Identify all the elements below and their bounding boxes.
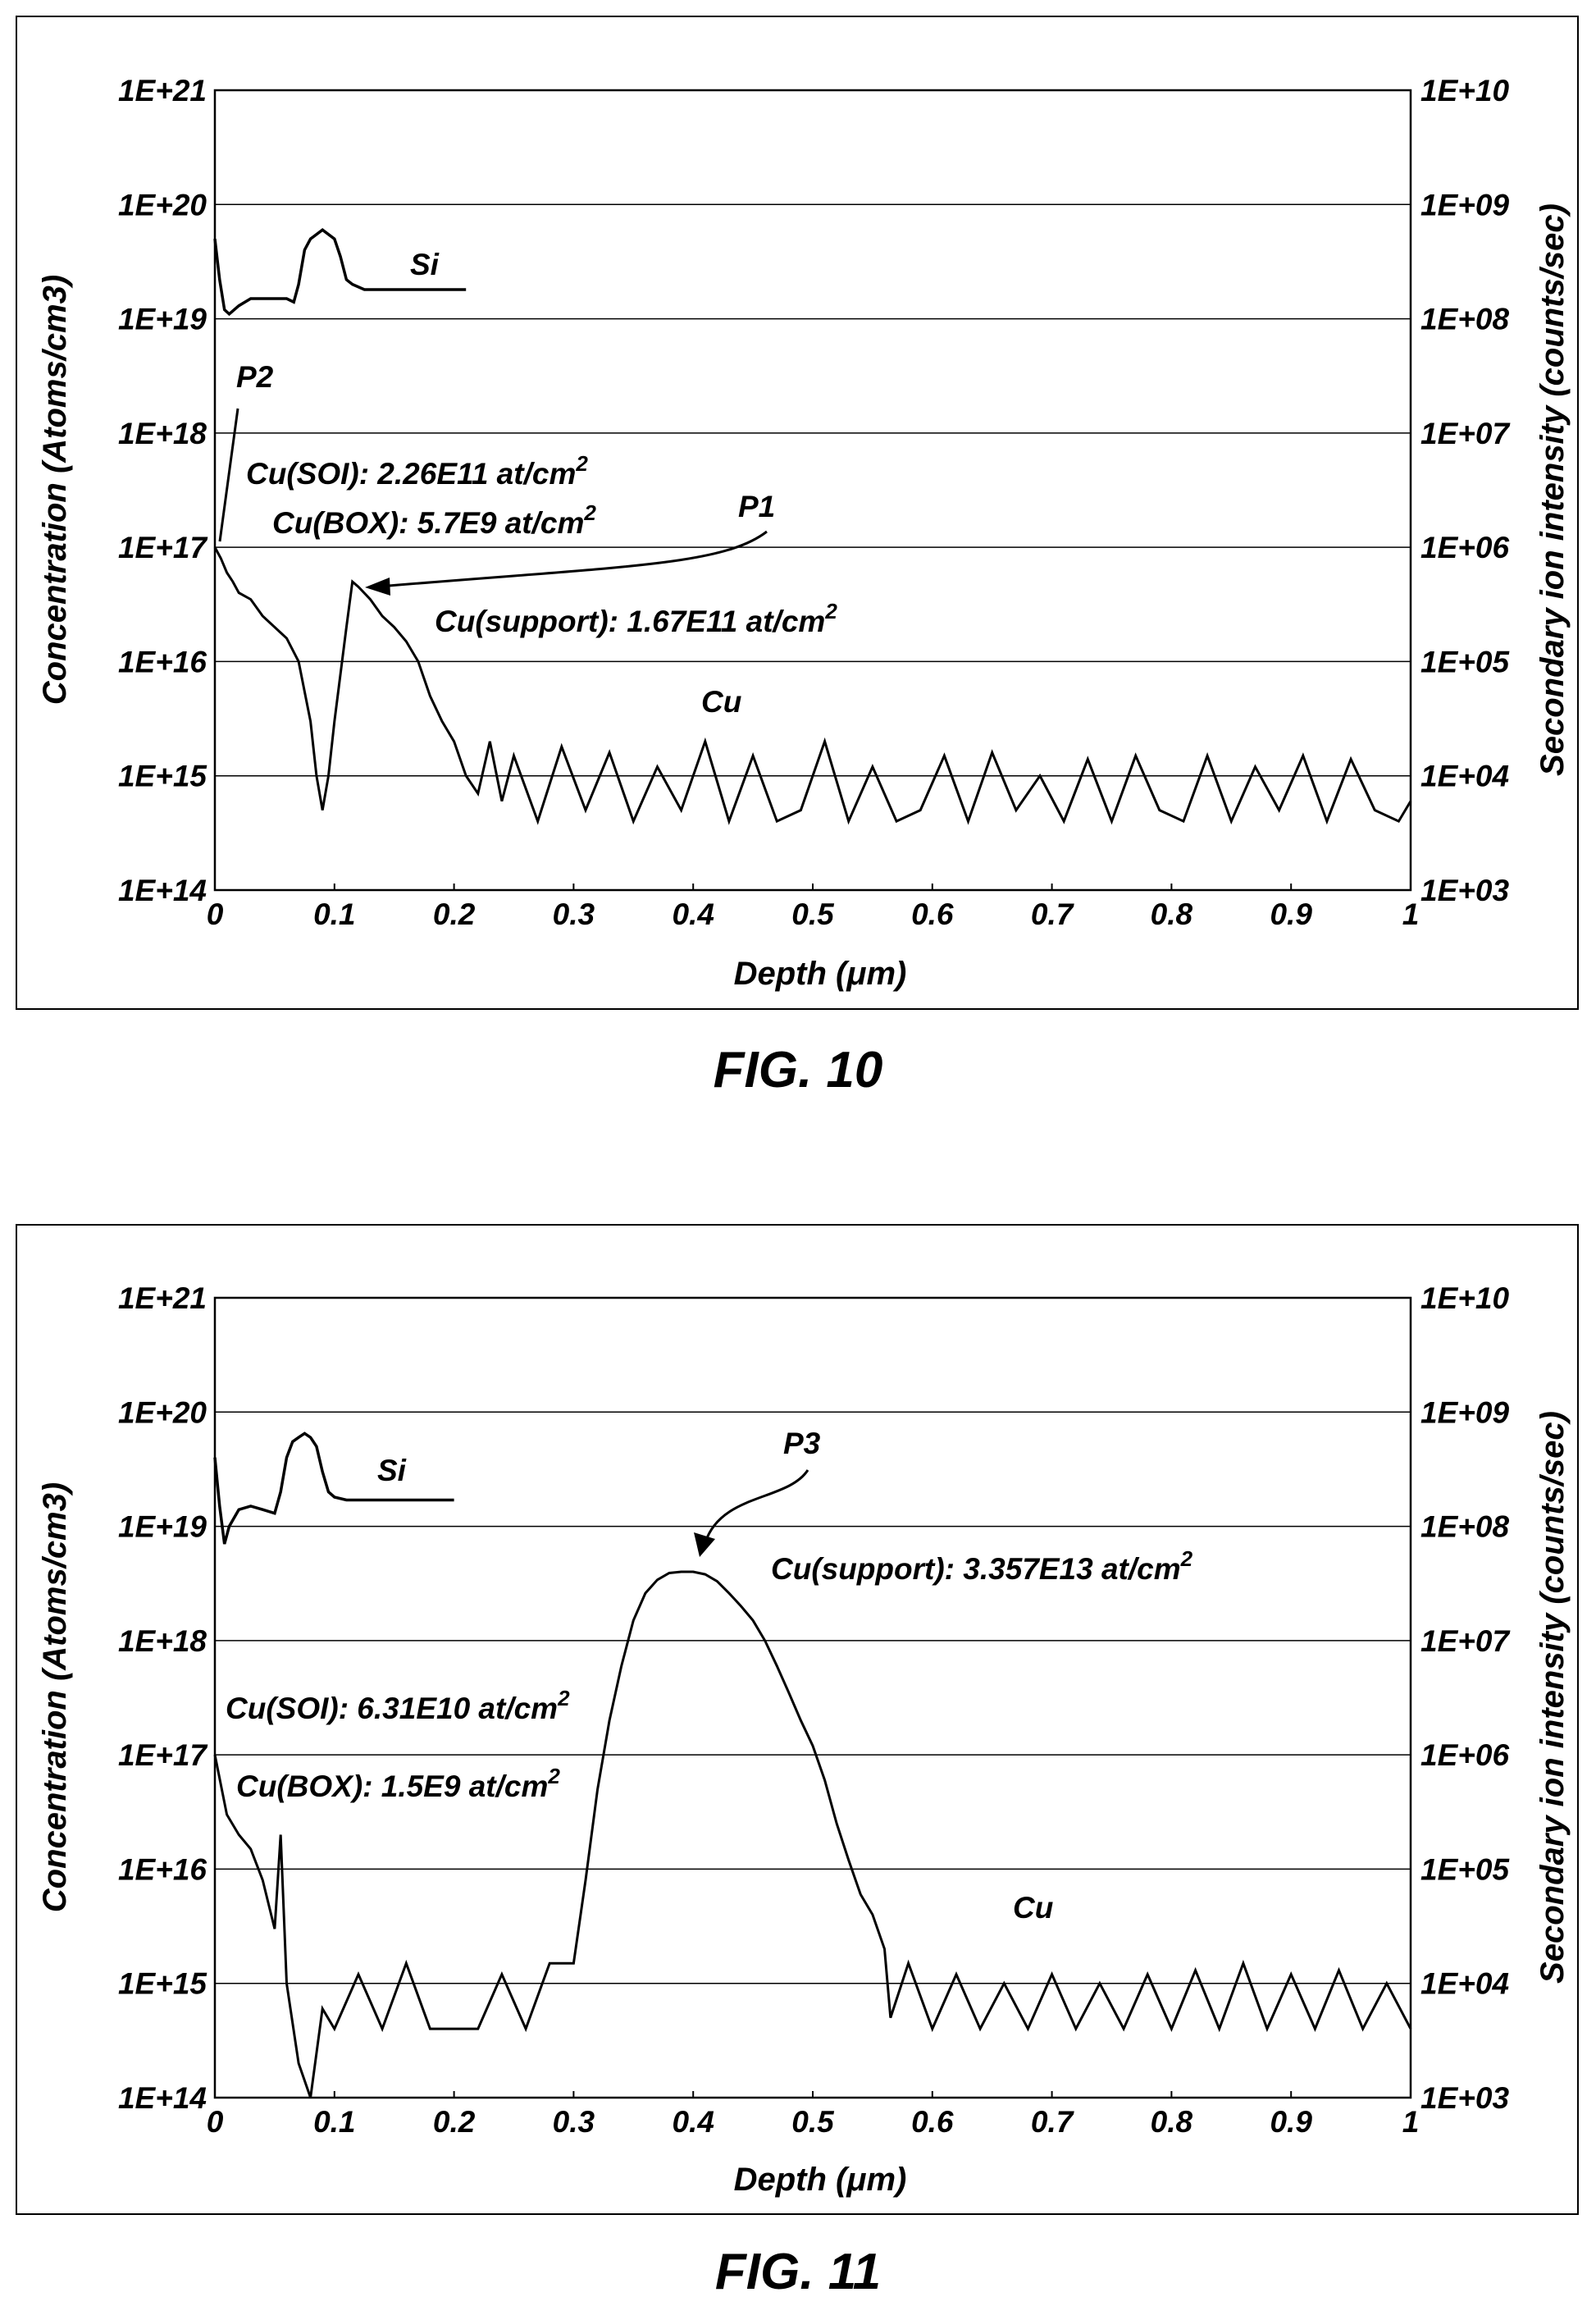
- figure-10-cu-box-annotation: Cu(BOX): 5.7E9 at/cm2: [272, 500, 596, 540]
- figure-11-x-tick-label: 0: [207, 2105, 224, 2139]
- figure-11-left-y-tick-label: 1E+14: [118, 2081, 207, 2115]
- figure-11-right-y-tick-label: 1E+04: [1420, 1967, 1509, 2001]
- figure-11-x-tick-label: 0.2: [433, 2105, 476, 2139]
- figure-11-left-y-tick-label: 1E+18: [118, 1624, 207, 1658]
- figure-10-p1-label: P1: [738, 490, 775, 523]
- figure-10-x-tick-label: 1: [1402, 897, 1420, 931]
- figure-10-left-y-axis-label: Concentration (Atoms/cm3): [37, 275, 73, 705]
- figure-11-x-tick-label: 0.3: [553, 2105, 595, 2139]
- figure-11-x-tick-label: 0.7: [1031, 2105, 1075, 2139]
- figure-11-right-y-tick-label: 1E+10: [1420, 1281, 1509, 1315]
- figure-10: 1E+14 1E+15 1E+16 1E+17 1E+18 1E+19 1E+20 1E+21…: [16, 16, 1579, 1098]
- figure-11-x-tick-label: 0.5: [791, 2105, 835, 2139]
- figure-11-p3-label: P3: [783, 1427, 821, 1460]
- figure-10-p1-arrowhead: [365, 578, 390, 596]
- figure-10-cu-support-annotation: Cu(support): 1.67E11 at/cm2: [435, 599, 837, 638]
- figure-10-left-y-tick-label: 1E+17: [118, 531, 208, 564]
- figure-11-cu-series-line: [213, 1570, 1412, 2098]
- figure-11-right-y-tick-label: 1E+07: [1420, 1624, 1511, 1658]
- figure-10-left-y-ticks: 1E+14 1E+15 1E+16 1E+17 1E+18 1E+19 1E+20 1E+21: [118, 74, 208, 907]
- figure-10-left-y-tick-label: 1E+16: [118, 645, 207, 678]
- figure-10-right-y-tick-label: 1E+09: [1420, 188, 1509, 221]
- figure-11-left-y-tick-label: 1E+17: [118, 1738, 208, 1772]
- figure-10-right-y-tick-label: 1E+06: [1420, 531, 1509, 564]
- figure-10-x-tick-label: 0.8: [1151, 897, 1193, 931]
- figure-11: 1E+14 1E+15 1E+16 1E+17 1E+18 1E+19 1E+20 1E+21…: [16, 1224, 1579, 2300]
- figure-11-si-series-line: [213, 1432, 454, 1545]
- figure-11-x-tick-label: 1: [1402, 2105, 1420, 2139]
- figure-11-x-tick-label: 0.1: [313, 2105, 355, 2139]
- figure-10-right-y-tick-label: 1E+10: [1420, 74, 1509, 107]
- figure-10-left-y-tick-label: 1E+21: [118, 74, 207, 107]
- figure-10-x-tick-label: 0.6: [911, 897, 954, 931]
- figure-10-left-y-tick-label: 1E+19: [118, 303, 207, 336]
- figure-11-left-y-tick-label: 1E+16: [118, 1852, 207, 1886]
- figure-11-right-y-axis-label: Secondary ion intensity (counts/sec): [1534, 1411, 1571, 1984]
- figure-11-caption: FIG. 11: [715, 2244, 881, 2300]
- figure-10-x-tick-label: 0.9: [1270, 897, 1312, 931]
- figure-11-right-y-tick-label: 1E+05: [1420, 1852, 1510, 1886]
- figure-11-right-y-ticks: 1E+03 1E+04 1E+05 1E+06 1E+07 1E+08 1E+09 1E+10: [1420, 1281, 1511, 2115]
- figure-10-right-y-tick-label: 1E+08: [1420, 303, 1509, 336]
- figure-11-x-tick-label: 0.8: [1151, 2105, 1193, 2139]
- figure-10-right-y-tick-label: 1E+03: [1420, 874, 1509, 907]
- figure-11-grid: [215, 1411, 1411, 1984]
- figure-11-x-axis-label: Depth (μm): [734, 2162, 907, 2198]
- figure-11-left-y-tick-label: 1E+15: [118, 1967, 207, 2001]
- figure-11-left-y-axis-label: Concentration (Atoms/cm3): [37, 1482, 73, 1913]
- figure-11-left-y-tick-label: 1E+20: [118, 1395, 207, 1429]
- figure-11-p3-arrow: [704, 1469, 809, 1543]
- figure-10-left-y-tick-label: 1E+14: [118, 874, 207, 907]
- figure-10-cu-soi-annotation: Cu(SOI): 2.26E11 at/cm2: [246, 451, 588, 491]
- figure-10-x-tick-label: 0.4: [672, 897, 714, 931]
- figure-10-p2-spike: [218, 408, 239, 542]
- figure-11-x-ticks: 0 0.1 0.2 0.3 0.4 0.5 0.6 0.7 0.8 0.9 1: [207, 2091, 1420, 2139]
- figure-11-x-tick-label: 0.4: [672, 2105, 714, 2139]
- figure-10-x-tick-label: 0.2: [433, 897, 476, 931]
- figure-10-right-y-tick-label: 1E+04: [1420, 760, 1509, 793]
- figure-11-cu-support-annotation: Cu(support): 3.357E13 at/cm2: [771, 1546, 1193, 1586]
- figure-10-x-tick-label: 0.5: [791, 897, 835, 931]
- figure-11-right-y-tick-label: 1E+06: [1420, 1738, 1509, 1772]
- figure-10-x-ticks: 0 0.1 0.2 0.3 0.4 0.5 0.6 0.7 0.8 0.9 1: [207, 884, 1420, 931]
- figure-10-x-axis-label: Depth (μm): [734, 956, 907, 992]
- figure-10-cu-series-line: [213, 546, 1412, 825]
- figure-11-x-tick-label: 0.6: [911, 2105, 954, 2139]
- figure-11-left-y-tick-label: 1E+21: [118, 1281, 207, 1315]
- figure-11-cu-box-annotation: Cu(BOX): 1.5E9 at/cm2: [236, 1764, 560, 1803]
- figure-10-grid: [215, 203, 1411, 777]
- figure-10-right-y-ticks: 1E+03 1E+04 1E+05 1E+06 1E+07 1E+08 1E+09 1E+10: [1420, 74, 1511, 907]
- figure-11-p3-arrowhead: [694, 1532, 715, 1557]
- figure-10-si-label: Si: [410, 248, 440, 281]
- figure-11-left-y-ticks: 1E+14 1E+15 1E+16 1E+17 1E+18 1E+19 1E+20 1E+21: [118, 1281, 208, 2115]
- figure-10-left-y-tick-label: 1E+18: [118, 417, 207, 450]
- figure-11-right-y-tick-label: 1E+08: [1420, 1510, 1509, 1544]
- figure-10-x-tick-label: 0: [207, 897, 224, 931]
- figure-10-cu-label: Cu: [701, 685, 741, 719]
- figure-11-right-y-tick-label: 1E+03: [1420, 2081, 1509, 2115]
- figure-10-p1-arrow: [378, 530, 768, 588]
- figure-10-frame: [16, 16, 1579, 1010]
- figure-10-caption: FIG. 10: [714, 1042, 883, 1098]
- figure-10-left-y-tick-label: 1E+15: [118, 760, 207, 793]
- figure-10-right-y-tick-label: 1E+07: [1420, 417, 1511, 450]
- figure-10-x-tick-label: 0.3: [553, 897, 595, 931]
- figure-10-right-y-tick-label: 1E+05: [1420, 645, 1510, 678]
- figure-11-cu-soi-annotation: Cu(SOI): 6.31E10 at/cm2: [226, 1686, 570, 1725]
- figure-11-frame: [16, 1224, 1579, 2215]
- figure-10-si-series-line: [213, 228, 467, 317]
- figure-10-left-y-tick-label: 1E+20: [118, 188, 207, 221]
- figure-10-x-tick-label: 0.1: [313, 897, 355, 931]
- figure-10-p2-label: P2: [236, 360, 274, 394]
- figure-11-cu-label: Cu: [1013, 1891, 1053, 1925]
- figure-11-x-tick-label: 0.9: [1270, 2105, 1312, 2139]
- figure-11-right-y-tick-label: 1E+09: [1420, 1395, 1509, 1429]
- figure-11-si-label: Si: [377, 1454, 407, 1487]
- figure-10-x-tick-label: 0.7: [1031, 897, 1075, 931]
- figure-11-left-y-tick-label: 1E+19: [118, 1510, 207, 1544]
- figure-10-right-y-axis-label: Secondary ion intensity (counts/sec): [1534, 203, 1571, 776]
